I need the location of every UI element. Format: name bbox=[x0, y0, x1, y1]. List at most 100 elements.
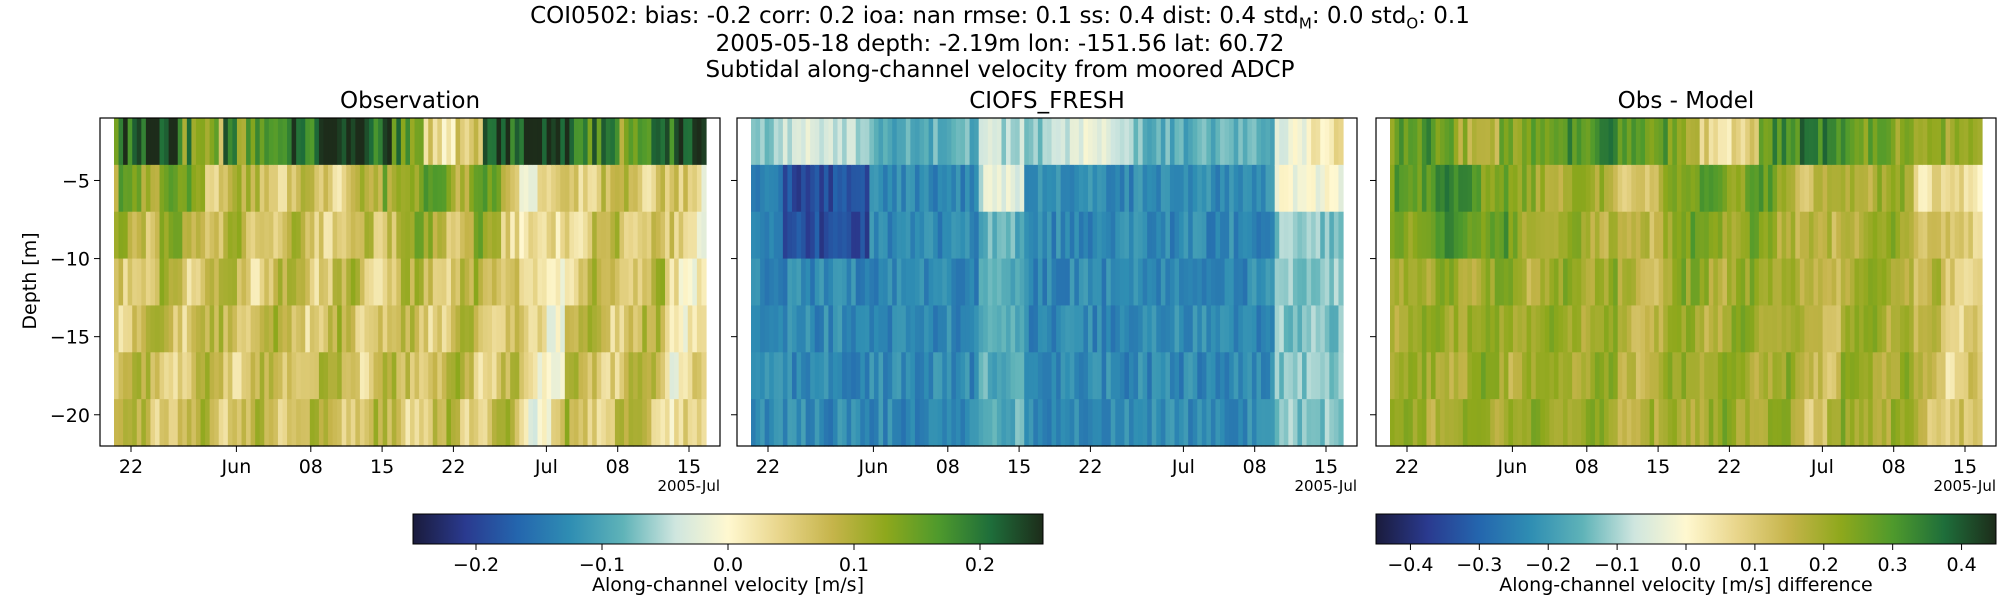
heatmap-cell bbox=[1959, 399, 1965, 447]
heatmap-cell bbox=[937, 258, 943, 307]
heatmap-cell bbox=[1945, 399, 1951, 447]
heatmap-cell bbox=[200, 118, 206, 166]
heatmap-cell bbox=[1015, 399, 1021, 447]
heatmap-cell bbox=[1763, 118, 1769, 166]
difference-cells bbox=[1390, 118, 1983, 447]
heatmap-cell bbox=[860, 118, 866, 166]
heatmap-cell bbox=[1890, 258, 1897, 307]
heatmap-cell bbox=[364, 258, 370, 307]
heatmap-cell bbox=[364, 211, 370, 260]
heatmap-cell bbox=[487, 305, 493, 353]
heatmap-cell bbox=[1945, 211, 1951, 260]
heatmap-cell bbox=[1635, 305, 1642, 353]
heatmap-cell bbox=[154, 352, 161, 400]
heatmap-cell bbox=[1868, 118, 1874, 166]
heatmap-cell bbox=[1808, 118, 1815, 166]
heatmap-cell bbox=[136, 118, 142, 166]
heatmap-cell bbox=[400, 305, 407, 353]
heatmap-cell bbox=[1845, 118, 1851, 166]
heatmap-cell bbox=[432, 305, 438, 353]
heatmap-cell bbox=[287, 305, 293, 353]
heatmap-cell bbox=[751, 118, 757, 166]
heatmap-cell bbox=[1713, 164, 1719, 213]
heatmap-cell bbox=[1151, 258, 1157, 307]
heatmap-cell bbox=[501, 118, 507, 166]
heatmap-cell bbox=[1051, 305, 1057, 353]
heatmap-cell bbox=[1453, 352, 1459, 400]
heatmap-cell bbox=[478, 305, 484, 353]
heatmap-cell bbox=[1900, 118, 1906, 166]
heatmap-cell bbox=[378, 399, 384, 447]
heatmap-cell bbox=[1006, 118, 1012, 166]
heatmap-cell bbox=[1210, 118, 1217, 166]
heatmap-cell bbox=[346, 118, 352, 166]
heatmap-cell bbox=[1544, 352, 1550, 400]
heatmap-cell bbox=[296, 258, 302, 307]
heatmap-cell bbox=[1918, 352, 1924, 400]
heatmap-cell bbox=[1863, 211, 1869, 260]
heatmap-cell bbox=[1188, 258, 1194, 307]
y-tick-label: −15 bbox=[50, 327, 90, 349]
heatmap-cell bbox=[446, 258, 452, 307]
heatmap-cell bbox=[1535, 399, 1541, 447]
heatmap-cell bbox=[1390, 399, 1396, 447]
heatmap-cell bbox=[1069, 211, 1075, 260]
heatmap-cell bbox=[232, 352, 238, 400]
heatmap-cell bbox=[878, 211, 884, 260]
heatmap-cell bbox=[460, 118, 466, 166]
heatmap-cell bbox=[414, 211, 420, 260]
heatmap-cell bbox=[1836, 118, 1842, 166]
heatmap-cell bbox=[1201, 352, 1207, 400]
heatmap-cell bbox=[346, 164, 352, 213]
heatmap-cell bbox=[1890, 352, 1897, 400]
heatmap-cell bbox=[1640, 258, 1646, 307]
heatmap-cell bbox=[655, 258, 662, 307]
heatmap-cell bbox=[864, 305, 870, 353]
heatmap-cell bbox=[1613, 305, 1619, 353]
heatmap-cell bbox=[651, 399, 657, 447]
heatmap-cell bbox=[1408, 258, 1414, 307]
heatmap-cell bbox=[1972, 305, 1979, 353]
heatmap-cell bbox=[687, 305, 693, 353]
heatmap-cell bbox=[1799, 352, 1805, 400]
heatmap-cell bbox=[1745, 258, 1751, 307]
heatmap-cell bbox=[1831, 164, 1837, 213]
heatmap-cell bbox=[996, 399, 1003, 447]
heatmap-cell bbox=[428, 399, 434, 447]
heatmap-cell bbox=[1051, 399, 1057, 447]
heatmap-cell bbox=[1726, 258, 1733, 307]
heatmap-cell bbox=[914, 164, 921, 213]
heatmap-cell bbox=[318, 164, 325, 213]
heatmap-cell bbox=[1119, 164, 1126, 213]
heatmap-cell bbox=[1567, 352, 1573, 400]
heatmap-cell bbox=[510, 305, 516, 353]
heatmap-cell bbox=[428, 118, 434, 166]
heatmap-cell bbox=[1608, 118, 1614, 166]
heatmap-cell bbox=[369, 211, 375, 260]
heatmap-cell bbox=[619, 211, 625, 260]
heatmap-cell bbox=[1311, 258, 1317, 307]
heatmap-cell bbox=[1931, 211, 1938, 260]
heatmap-cell bbox=[1015, 118, 1021, 166]
heatmap-cell bbox=[191, 164, 197, 213]
heatmap-cell bbox=[665, 118, 671, 166]
heatmap-cell bbox=[1840, 118, 1846, 166]
heatmap-cell bbox=[1927, 118, 1933, 166]
heatmap-cell bbox=[1699, 118, 1705, 166]
heatmap-cell bbox=[1147, 211, 1153, 260]
heatmap-cell bbox=[1074, 305, 1080, 353]
heatmap-cell bbox=[1490, 258, 1496, 307]
heatmap-cell bbox=[1306, 211, 1312, 260]
heatmap-cell bbox=[937, 399, 943, 447]
heatmap-cell bbox=[1421, 305, 1428, 353]
heatmap-cell bbox=[514, 258, 520, 307]
heatmap-cell bbox=[883, 211, 889, 260]
heatmap-cell bbox=[951, 352, 957, 400]
heatmap-cell bbox=[1522, 399, 1528, 447]
heatmap-cell bbox=[1010, 164, 1016, 213]
heatmap-cell bbox=[1315, 305, 1321, 353]
heatmap-cell bbox=[646, 164, 652, 213]
heatmap-cell bbox=[396, 211, 402, 260]
heatmap-cell bbox=[601, 211, 607, 260]
heatmap-cell bbox=[1572, 399, 1578, 447]
